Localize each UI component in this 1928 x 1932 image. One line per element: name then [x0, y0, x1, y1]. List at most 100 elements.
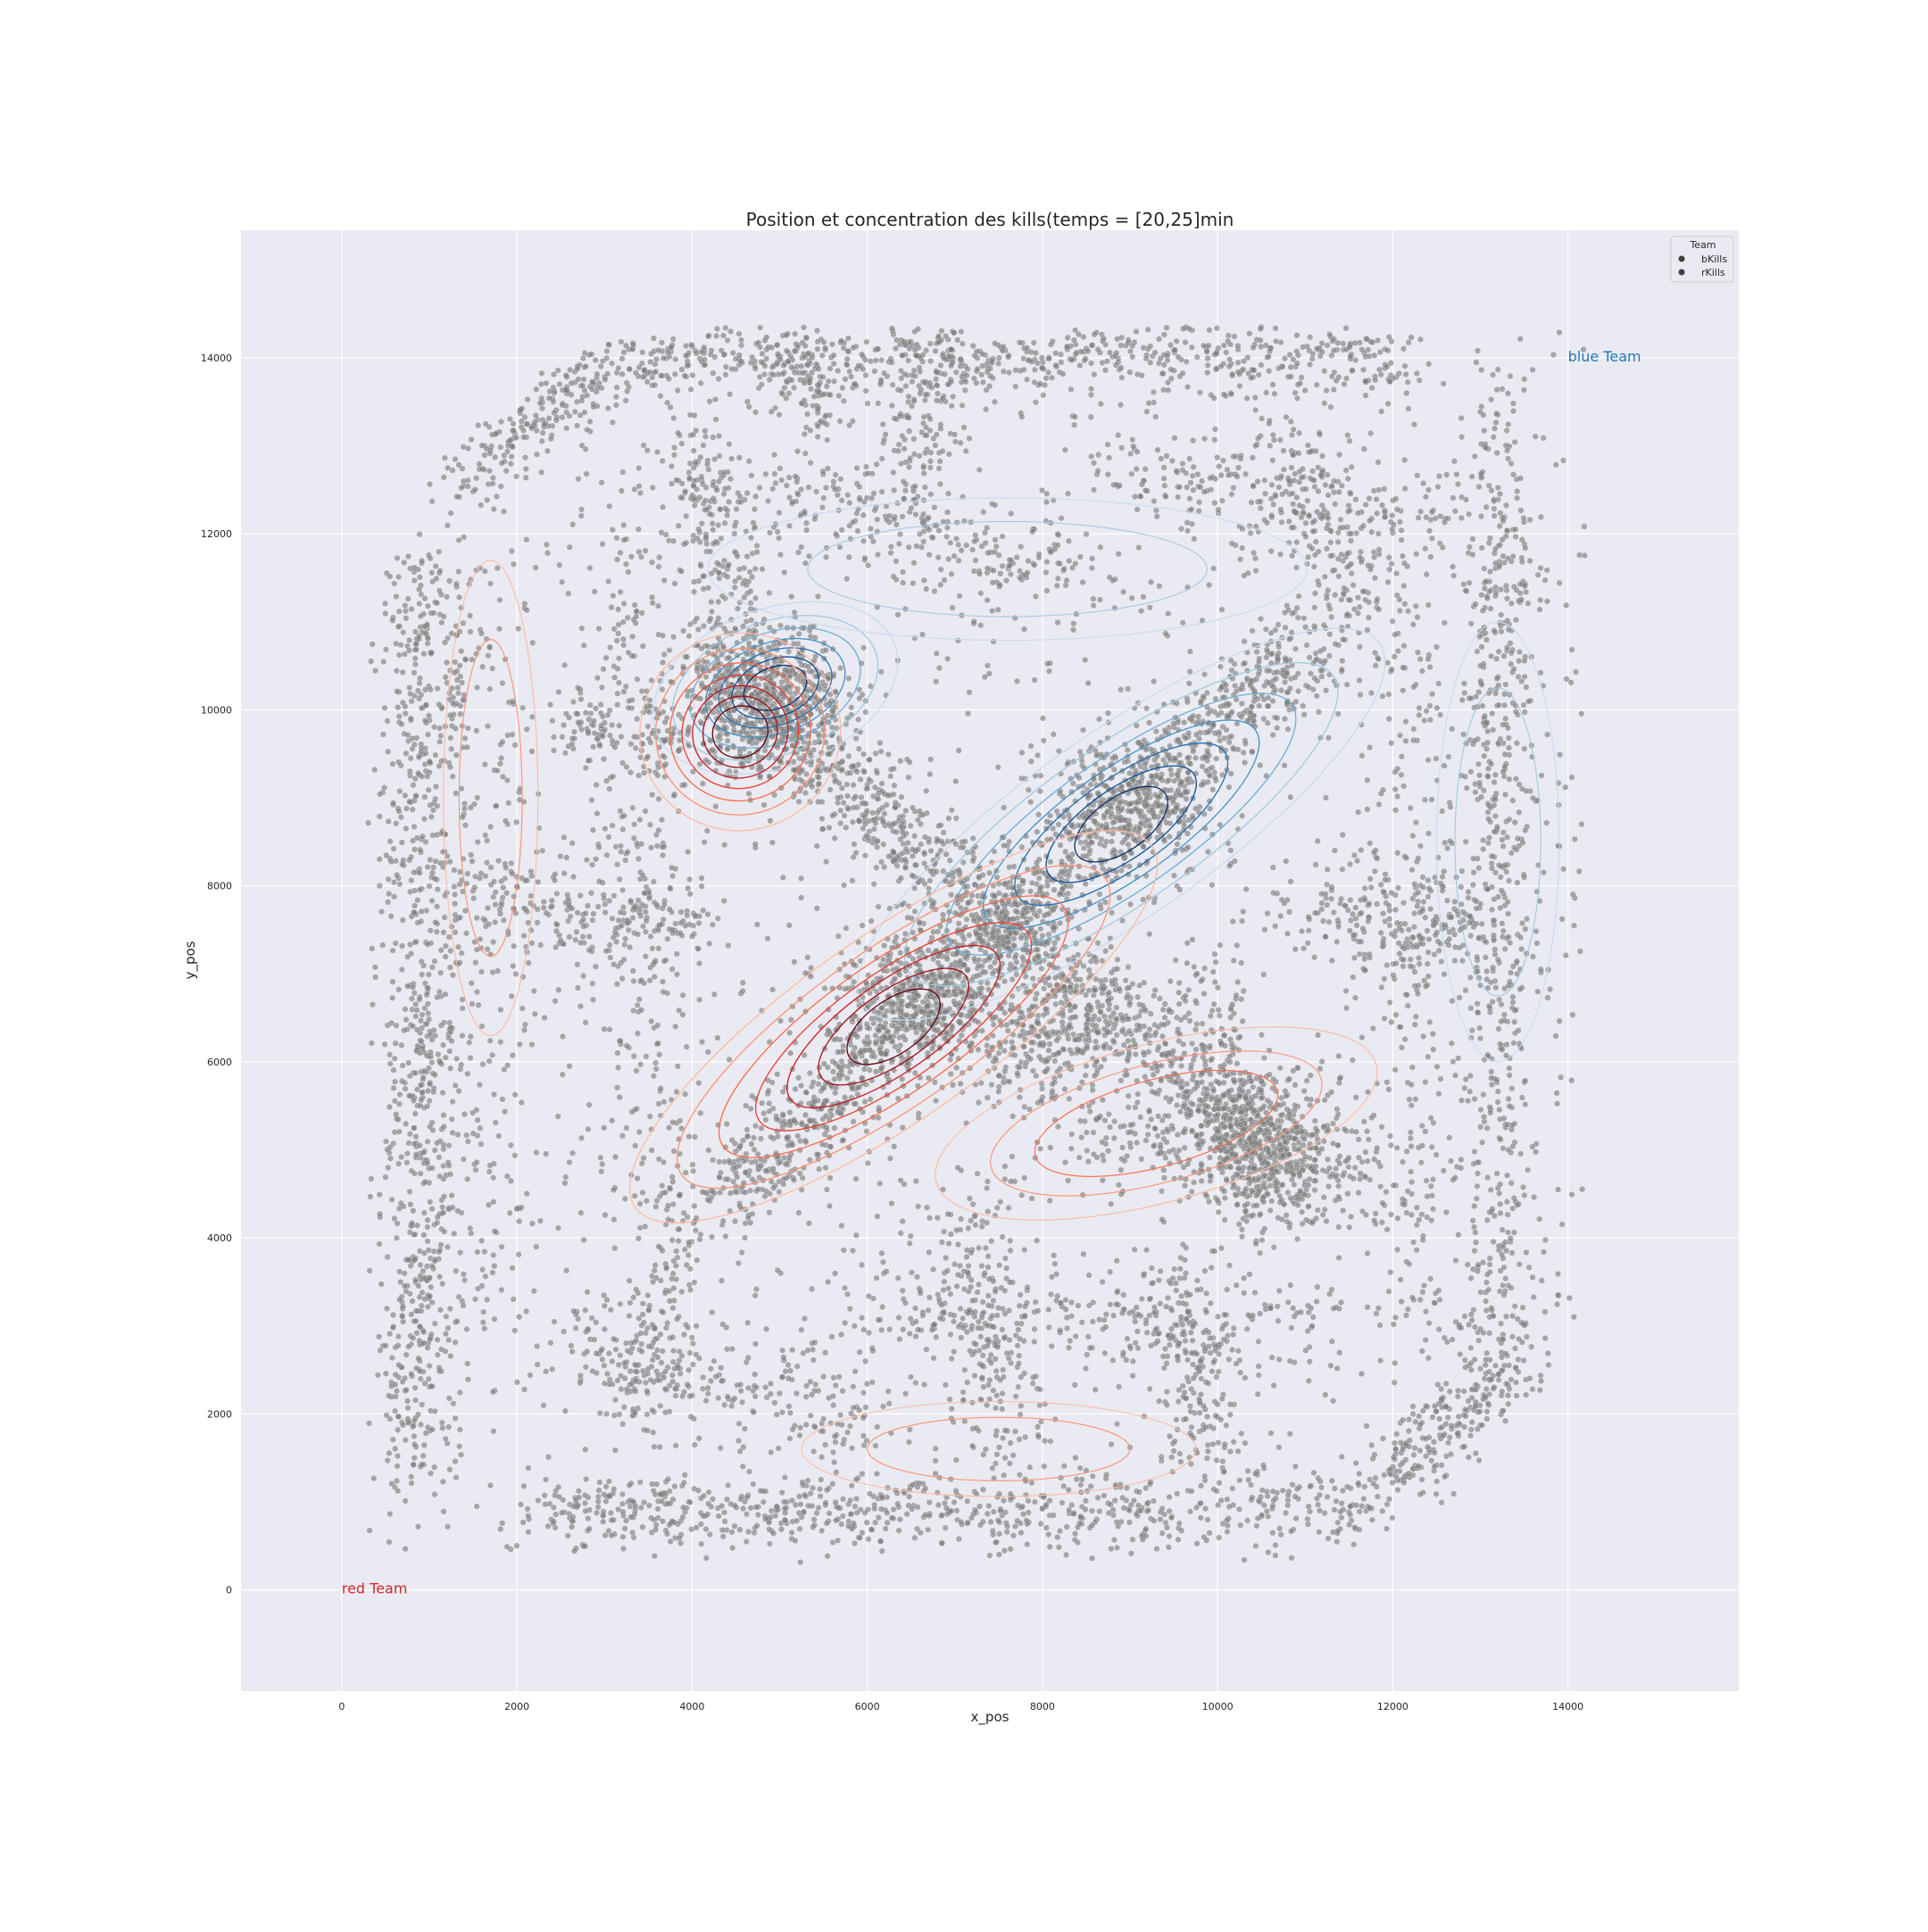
scatter-point	[1286, 477, 1292, 484]
scatter-point	[1349, 570, 1355, 576]
scatter-point	[965, 1498, 971, 1505]
scatter-point	[450, 1130, 456, 1136]
scatter-point	[1029, 359, 1035, 365]
scatter-point	[634, 716, 640, 722]
scatter-point	[630, 968, 636, 974]
scatter-point	[863, 388, 869, 394]
scatter-point	[418, 1171, 424, 1177]
scatter-point	[1317, 432, 1323, 438]
scatter-point	[1236, 371, 1242, 377]
scatter-point	[1384, 1079, 1391, 1085]
scatter-point	[411, 742, 418, 748]
scatter-point	[1401, 457, 1408, 463]
scatter-point	[729, 1545, 735, 1551]
scatter-point	[586, 758, 592, 764]
scatter-point	[790, 499, 796, 505]
scatter-point	[839, 527, 845, 534]
scatter-point	[432, 1072, 438, 1078]
scatter-point	[1172, 435, 1178, 442]
scatter-point	[570, 699, 577, 705]
scatter-point	[725, 574, 731, 580]
scatter-point	[474, 1107, 480, 1114]
scatter-point	[626, 569, 632, 576]
scatter-point	[1455, 1056, 1461, 1062]
scatter-point	[421, 1210, 428, 1216]
scatter-point	[1441, 1168, 1447, 1174]
scatter-point	[1208, 475, 1214, 481]
scatter-point	[622, 936, 628, 942]
scatter-point	[1258, 1494, 1264, 1500]
scatter-point	[383, 1174, 389, 1181]
scatter-point	[1161, 332, 1168, 338]
scatter-point	[497, 597, 503, 603]
scatter-point	[1258, 326, 1264, 332]
scatter-point	[460, 1032, 466, 1039]
scatter-point	[1507, 1066, 1513, 1072]
scatter-point	[1508, 460, 1515, 467]
scatter-point	[1018, 1530, 1025, 1536]
scatter-point	[1374, 496, 1380, 502]
scatter-point	[752, 410, 759, 416]
scatter-point	[1445, 1440, 1451, 1447]
scatter-point	[468, 805, 474, 811]
scatter-point	[553, 944, 559, 950]
scatter-point	[404, 983, 411, 990]
scatter-point	[659, 1491, 665, 1497]
scatter-point	[1284, 414, 1290, 420]
scatter-point	[778, 1526, 785, 1532]
scatter-point	[1495, 1089, 1501, 1095]
scatter-point	[603, 948, 610, 954]
scatter-point	[503, 468, 510, 474]
scatter-point	[917, 1480, 923, 1487]
scatter-point	[435, 1352, 441, 1358]
scatter-point	[1521, 702, 1527, 709]
scatter-point	[1359, 1503, 1366, 1509]
scatter-point	[1349, 464, 1355, 470]
scatter-point	[1395, 850, 1401, 857]
scatter-point	[1525, 699, 1532, 705]
scatter-point	[997, 582, 1003, 588]
scatter-point	[1494, 1171, 1500, 1177]
scatter-point	[757, 374, 763, 380]
scatter-point	[1513, 527, 1519, 533]
scatter-point	[377, 883, 383, 889]
scatter-point	[531, 988, 537, 994]
scatter-point	[619, 371, 626, 377]
scatter-point	[1521, 1357, 1527, 1364]
scatter-point	[912, 1535, 918, 1541]
scatter-point	[461, 806, 468, 812]
scatter-point	[610, 823, 616, 829]
scatter-point	[569, 741, 576, 747]
scatter-point	[1451, 459, 1458, 465]
scatter-point	[1483, 630, 1489, 636]
scatter-point	[386, 1104, 393, 1110]
scatter-point	[503, 818, 509, 825]
scatter-point	[693, 913, 699, 919]
scatter-point	[1198, 1515, 1204, 1522]
scatter-point	[474, 989, 480, 995]
scatter-point	[596, 878, 602, 884]
scatter-point	[447, 1306, 453, 1312]
scatter-point	[944, 525, 951, 531]
scatter-point	[1168, 1455, 1175, 1461]
scatter-point	[656, 564, 662, 570]
scatter-point	[443, 991, 449, 998]
scatter-point	[443, 675, 449, 681]
scatter-point	[511, 943, 517, 949]
scatter-point	[1242, 471, 1249, 477]
scatter-point	[1386, 334, 1392, 340]
scatter-point	[1539, 1278, 1545, 1284]
scatter-point	[1399, 1045, 1405, 1051]
scatter-point	[611, 593, 617, 599]
scatter-point	[434, 600, 440, 606]
scatter-point	[1196, 508, 1202, 514]
scatter-point	[578, 513, 585, 519]
scatter-point	[622, 858, 628, 864]
scatter-point	[478, 631, 485, 637]
scatter-point	[442, 1229, 448, 1235]
scatter-point	[1389, 512, 1395, 518]
scatter-point	[954, 1508, 960, 1514]
scatter-point	[1310, 528, 1317, 535]
scatter-point	[736, 567, 743, 573]
scatter-point	[396, 609, 403, 615]
